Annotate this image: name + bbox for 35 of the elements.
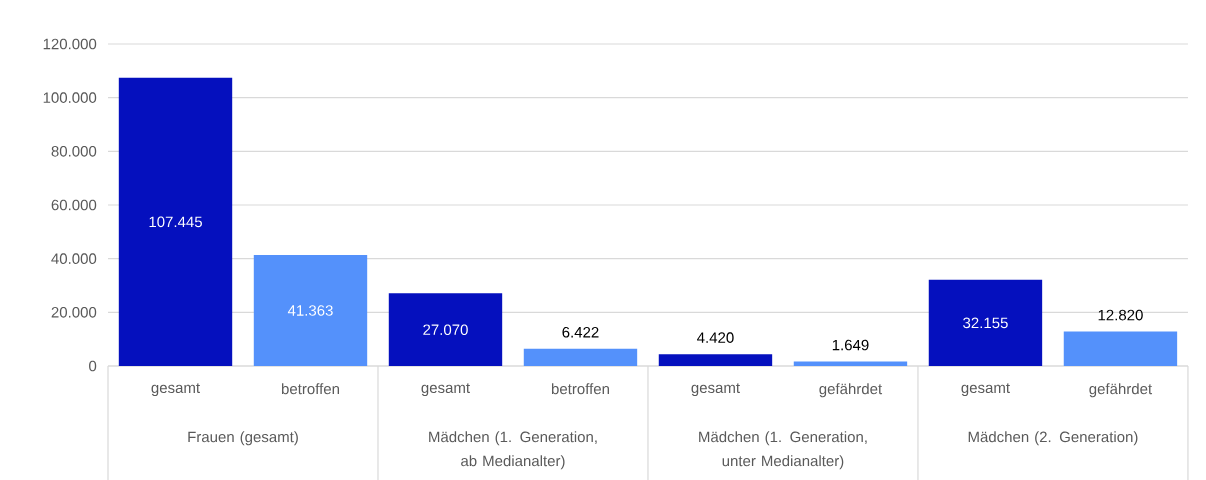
y-tick-label: 60.000 [51,199,97,211]
data-label: 4.420 [697,332,734,343]
bar [523,348,638,366]
x-tick-label: gefährdet [1089,383,1153,398]
y-tick-label: 100.000 [43,92,97,103]
data-label: 32.155 [963,317,1008,329]
data-label: 27.070 [423,324,468,335]
y-tick-label: 0 [89,360,97,372]
y-tick-label: 120.000 [43,38,97,50]
text: Frauen (gesamt) [188,431,298,446]
x-tick-label: gefährdet [819,383,883,398]
x-tick-label: gesamt [691,383,740,397]
y-tick-label: 80.000 [51,146,97,157]
bar [388,293,503,366]
y-tick-label: 40.000 [51,253,97,264]
x-tick-label: betroffen [281,383,339,395]
bar [928,279,1043,366]
text: Mädchen (1. Generation, ab Medianalter) [429,431,597,470]
bar [253,255,368,366]
x-tick-label: betroffen [551,383,609,395]
x-tick-label: gesamt [421,383,470,397]
data-label: 6.422 [562,326,599,338]
x-tick-label: gesamt [151,383,200,397]
bar [1063,331,1178,366]
y-tick-label: 20.000 [51,307,97,318]
x-tick-label: gesamt [961,383,1010,397]
bar [658,354,773,366]
bar [118,77,233,366]
data-label: 107.445 [149,216,202,228]
bar [793,361,908,366]
text: Mädchen (1. Generation, unter Medianalter) [699,431,867,470]
text: Mädchen (2. Generation) [968,431,1138,446]
data-label: 41.363 [287,305,333,316]
data-label: 12.820 [1098,309,1143,321]
data-label: 1.649 [832,339,869,351]
